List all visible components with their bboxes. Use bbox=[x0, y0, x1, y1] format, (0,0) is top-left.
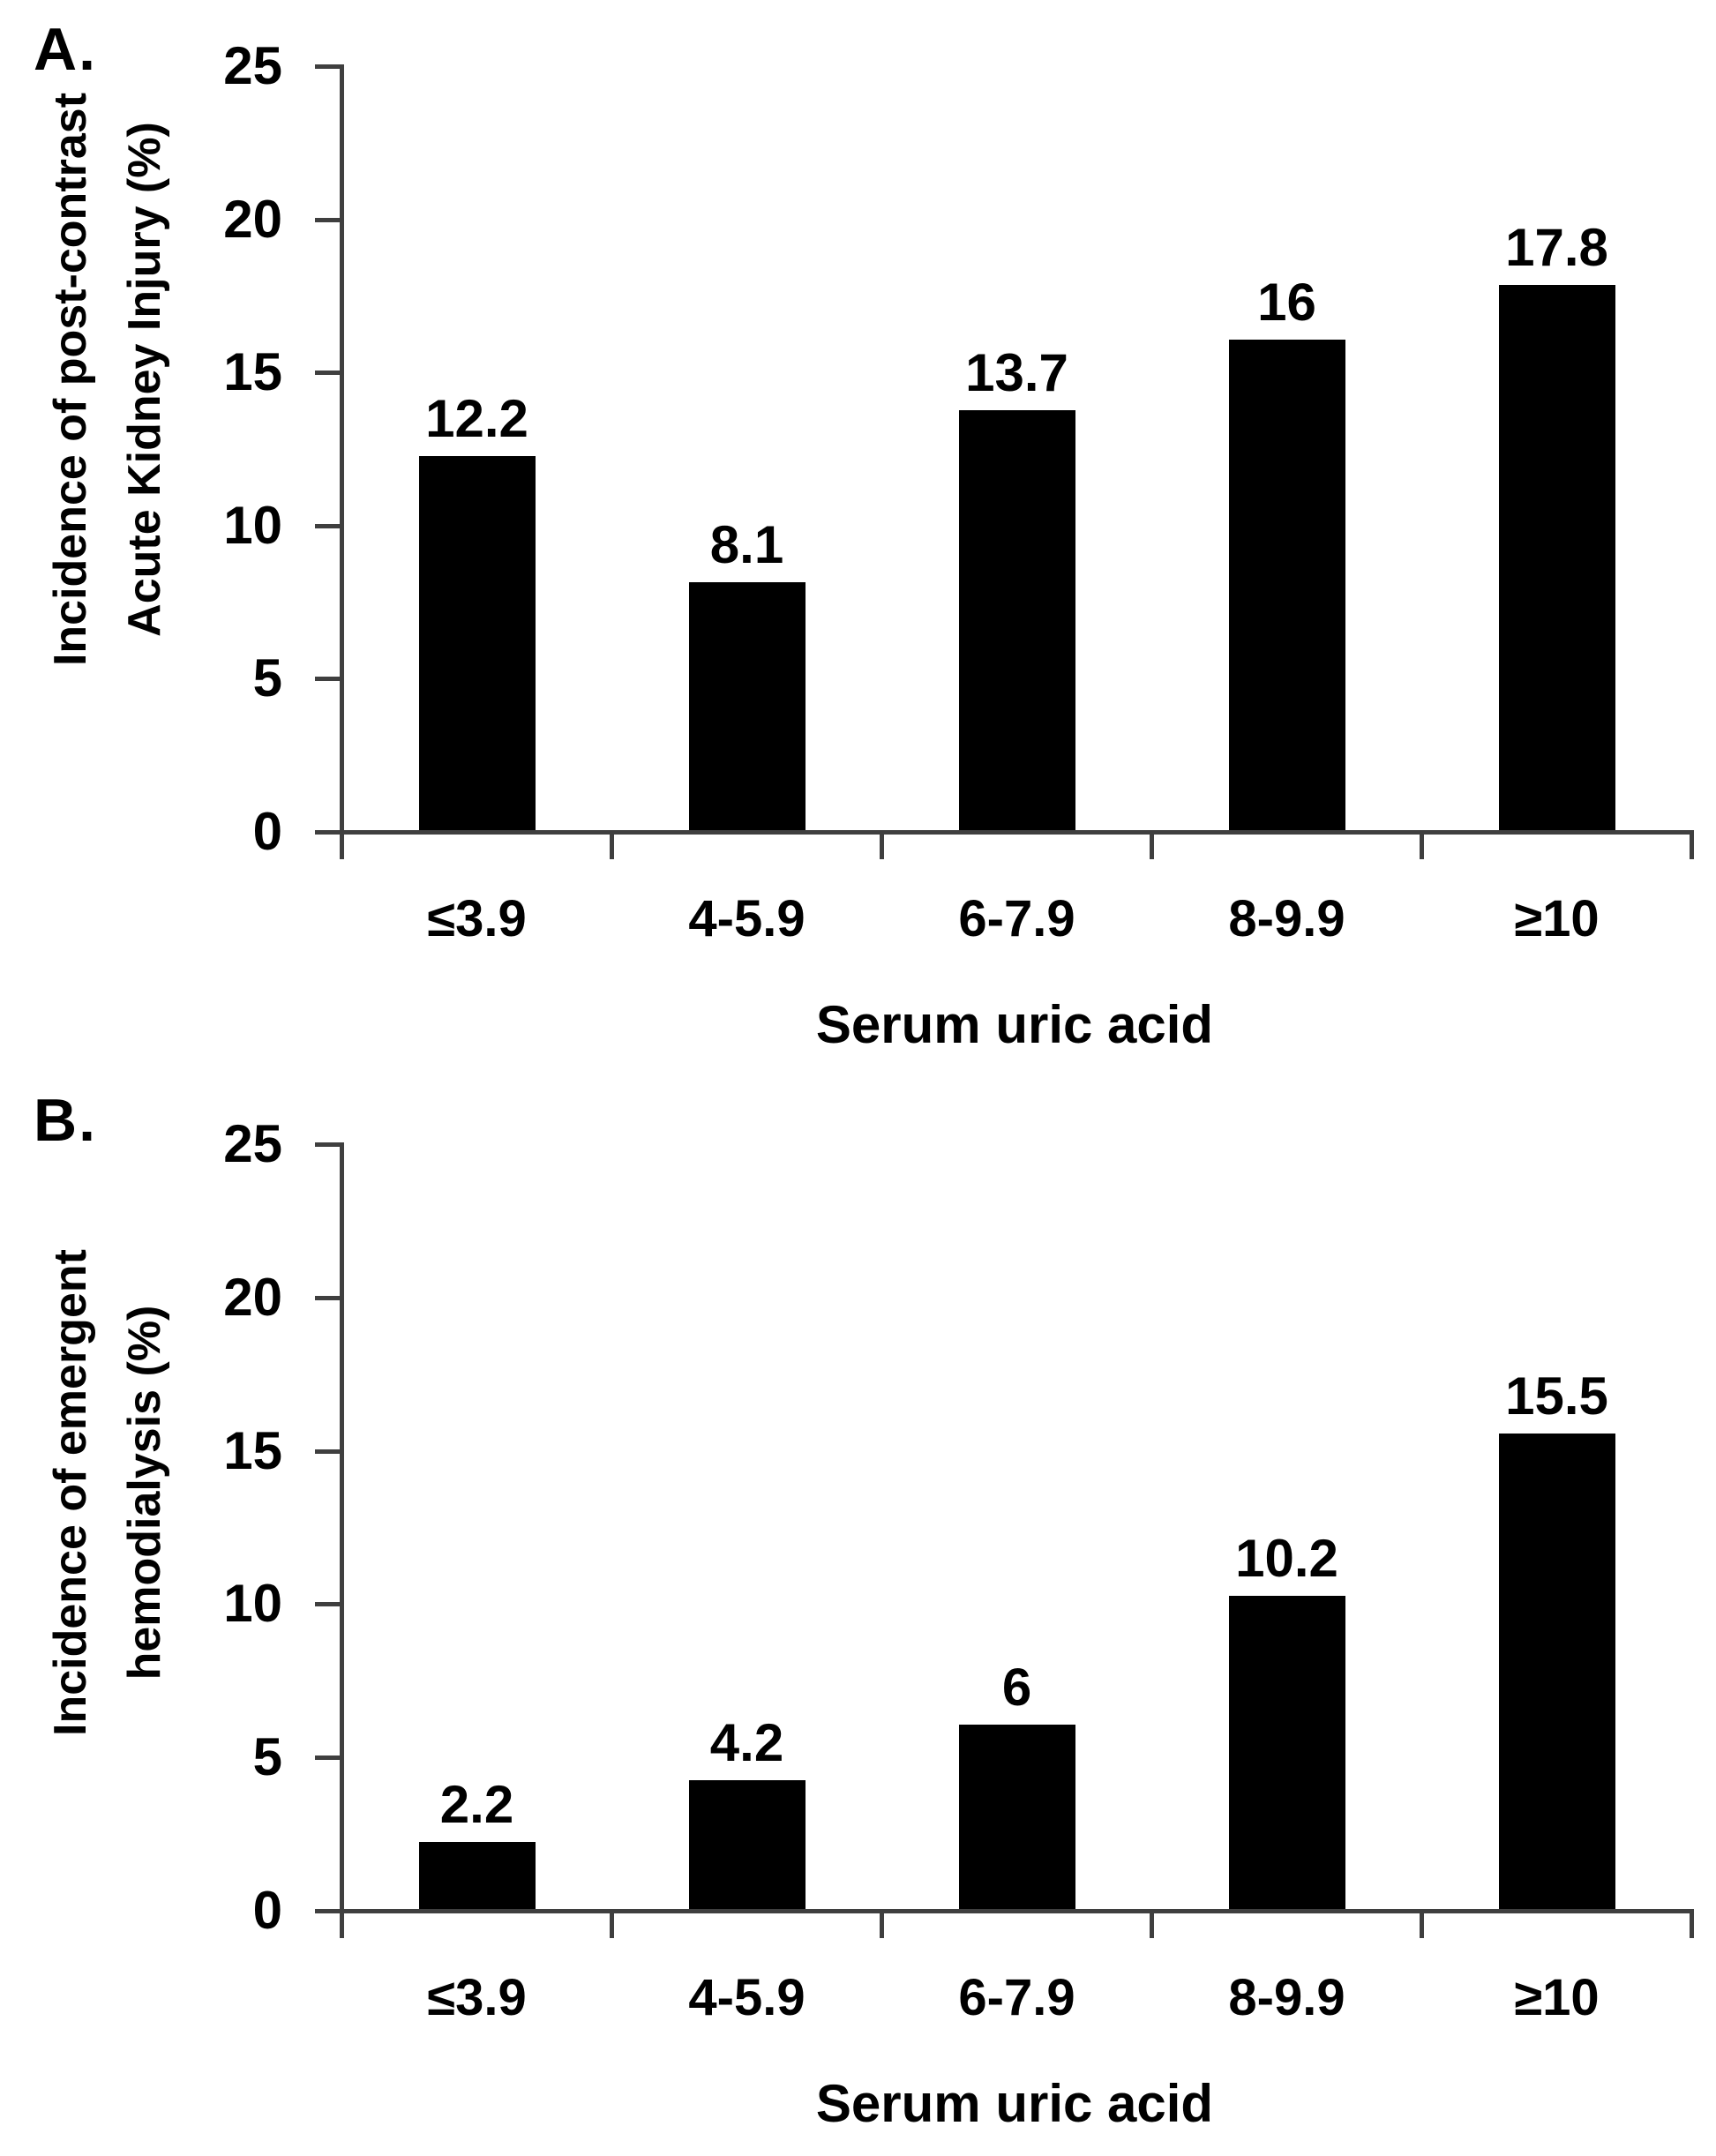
x-tick-label: ≥10 bbox=[1514, 1969, 1600, 2026]
bar bbox=[418, 456, 536, 830]
y-axis-tick bbox=[315, 523, 340, 528]
y-axis-line bbox=[340, 1142, 344, 1913]
bar bbox=[958, 1725, 1075, 1909]
bar bbox=[958, 410, 1075, 830]
x-axis-tick bbox=[340, 835, 344, 859]
y-axis-title-line: Incidence of emergent bbox=[45, 1249, 96, 1736]
panel-b-x-axis-title: Serum uric acid bbox=[815, 2074, 1214, 2133]
y-tick-label: 25 bbox=[223, 36, 282, 95]
y-axis-tick bbox=[315, 1755, 340, 1761]
bar-value-label: 2.2 bbox=[439, 1774, 514, 1834]
panel-a-x-axis-title: Serum uric acid bbox=[815, 995, 1214, 1054]
y-tick-label: 25 bbox=[223, 1114, 282, 1173]
x-axis-tick bbox=[1420, 835, 1424, 859]
y-tick-label: 20 bbox=[223, 1267, 282, 1327]
x-tick-label: ≥10 bbox=[1514, 890, 1600, 947]
bar-value-label: 6 bbox=[1001, 1658, 1032, 1718]
x-axis-tick bbox=[1420, 1913, 1424, 1938]
y-tick-label: 0 bbox=[252, 802, 282, 861]
x-tick-label: 4-5.9 bbox=[688, 1969, 806, 2026]
y-axis-tick bbox=[315, 217, 340, 222]
bar bbox=[1228, 1596, 1345, 1909]
x-tick-label: ≤3.9 bbox=[427, 890, 527, 947]
y-tick-label: 5 bbox=[252, 1727, 282, 1787]
bar-value-label: 16 bbox=[1257, 273, 1316, 333]
y-tick-label: 15 bbox=[223, 1420, 282, 1480]
y-axis-line bbox=[340, 64, 344, 835]
y-axis-title-line: Incidence of post-contrast bbox=[45, 92, 96, 667]
x-axis-tick bbox=[1150, 1913, 1154, 1938]
y-tick-label: 10 bbox=[223, 495, 282, 555]
y-tick-label: 15 bbox=[223, 342, 282, 402]
bar-value-label: 10.2 bbox=[1235, 1529, 1338, 1589]
x-axis-tick bbox=[1690, 835, 1694, 859]
bar bbox=[688, 1780, 806, 1909]
y-axis-tick bbox=[315, 1142, 340, 1147]
x-axis-tick bbox=[1690, 1913, 1694, 1938]
y-axis-tick bbox=[315, 1909, 340, 1913]
bar-value-label: 12.2 bbox=[425, 389, 528, 449]
y-axis-tick bbox=[315, 371, 340, 376]
x-tick-label: 4-5.9 bbox=[688, 890, 806, 947]
bar-value-label: 13.7 bbox=[965, 343, 1068, 403]
x-axis-tick bbox=[340, 1913, 344, 1938]
bar bbox=[1498, 1434, 1615, 1909]
panel-b-letter: B. bbox=[34, 1087, 97, 1154]
bar bbox=[1228, 340, 1345, 830]
bar-value-label: 15.5 bbox=[1505, 1366, 1608, 1426]
bar-value-label: 8.1 bbox=[709, 514, 784, 574]
y-axis-tick bbox=[315, 1295, 340, 1300]
y-axis-tick bbox=[315, 677, 340, 682]
y-axis-tick bbox=[315, 830, 340, 835]
x-tick-label: 6-7.9 bbox=[958, 1969, 1075, 2026]
y-tick-label: 0 bbox=[252, 1881, 282, 1940]
bar bbox=[1498, 284, 1615, 830]
x-axis-tick bbox=[880, 1913, 884, 1938]
x-axis-line bbox=[340, 1909, 1694, 1913]
panel-a-letter: A. bbox=[34, 16, 97, 83]
y-axis-tick bbox=[315, 1449, 340, 1454]
y-tick-label: 10 bbox=[223, 1574, 282, 1634]
x-tick-label: ≤3.9 bbox=[427, 1969, 527, 2026]
y-tick-label: 20 bbox=[223, 189, 282, 249]
x-tick-label: 8-9.9 bbox=[1228, 890, 1345, 947]
bar-value-label: 4.2 bbox=[709, 1713, 784, 1772]
bar-value-label: 17.8 bbox=[1505, 217, 1608, 277]
y-axis-tick bbox=[315, 64, 340, 69]
y-tick-label: 5 bbox=[252, 648, 282, 708]
x-axis-tick bbox=[1150, 835, 1154, 859]
x-axis-line bbox=[340, 830, 1694, 835]
x-tick-label: 8-9.9 bbox=[1228, 1969, 1345, 2026]
x-axis-tick bbox=[610, 1913, 614, 1938]
bar bbox=[688, 581, 806, 830]
y-axis-tick bbox=[315, 1602, 340, 1607]
x-axis-tick bbox=[880, 835, 884, 859]
x-tick-label: 6-7.9 bbox=[958, 890, 1075, 947]
bar bbox=[418, 1841, 536, 1909]
x-axis-tick bbox=[610, 835, 614, 859]
